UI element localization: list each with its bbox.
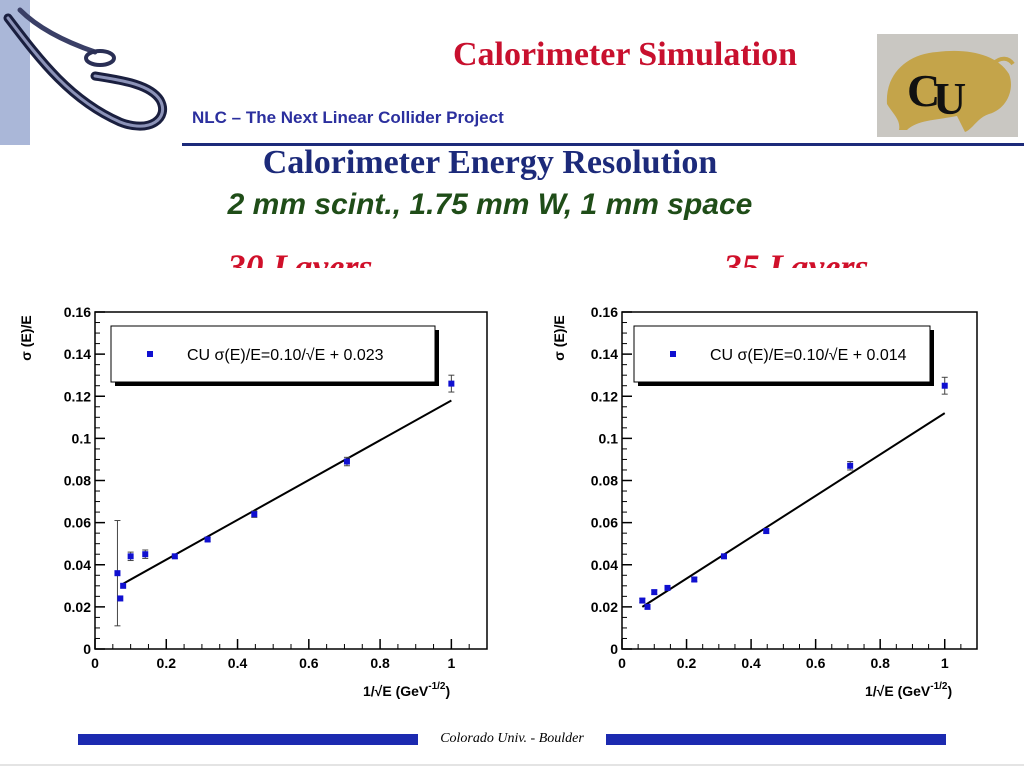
y-tick-label: 0.06 bbox=[591, 515, 618, 531]
y-tick-label: 0.12 bbox=[64, 388, 91, 404]
x-tick-label: 1 bbox=[447, 655, 455, 671]
y-tick-label: 0.1 bbox=[72, 430, 92, 446]
y-tick-label: 0.08 bbox=[591, 473, 618, 489]
chart-svg: 0 0.02 0.04 0.06 0.08 0.1 0.12 0.14 0.16 0 0.2 0.4 0… bbox=[551, 304, 978, 699]
plot-panel-30-layers: 0 0.02 0.04 0.06 0.08 0.1 0.12 0.14 0.16 0 0.2 0.4 0… bbox=[3, 268, 535, 724]
header-rule bbox=[182, 143, 1024, 146]
main-subtitle: 2 mm scint., 1.75 mm W, 1 mm space bbox=[227, 188, 753, 221]
data-point bbox=[639, 597, 646, 604]
y-tick-label: 0.12 bbox=[591, 388, 618, 404]
data-point bbox=[171, 553, 178, 560]
y-tick-label: 0.04 bbox=[591, 557, 618, 573]
data-point bbox=[251, 511, 258, 518]
x-tick-label: 0.8 bbox=[370, 655, 390, 671]
data-point bbox=[114, 570, 121, 577]
chart-svg: 0 0.02 0.04 0.06 0.08 0.1 0.12 0.14 0.16 0 0.2 0.4 0… bbox=[18, 304, 488, 699]
legend-label: CU σ(E)/E=0.10/√E + 0.023 bbox=[187, 347, 384, 364]
y-axis-label: σ (E)/E bbox=[551, 315, 567, 360]
data-point bbox=[448, 380, 455, 387]
svg-text:C: C bbox=[907, 65, 940, 116]
data-point bbox=[847, 462, 854, 469]
y-tick-label: 0.1 bbox=[599, 430, 619, 446]
y-tick-label: 0.08 bbox=[64, 473, 91, 489]
x-tick-label: 0.6 bbox=[299, 655, 319, 671]
data-point bbox=[127, 553, 134, 560]
fit-line bbox=[122, 399, 452, 585]
x-tick-label: 0.4 bbox=[741, 655, 761, 671]
svg-text:U: U bbox=[933, 73, 966, 124]
data-point bbox=[120, 582, 127, 589]
data-point bbox=[117, 595, 124, 602]
bottom-line bbox=[0, 764, 1024, 766]
x-tick-label: 0 bbox=[618, 655, 626, 671]
x-axis-label: 1/√E (GeV-1/2) bbox=[865, 681, 952, 699]
x-tick-label: 0.6 bbox=[806, 655, 826, 671]
data-point bbox=[142, 551, 149, 558]
project-name: NLC – The Next Linear Collider Project bbox=[192, 108, 504, 127]
cu-buffalo-icon: C U bbox=[877, 34, 1018, 137]
y-axis-label: σ (E)/E bbox=[18, 315, 34, 360]
data-point bbox=[644, 603, 651, 610]
x-tick-label: 0.2 bbox=[677, 655, 697, 671]
legend-marker bbox=[147, 351, 153, 357]
y-tick-label: 0.02 bbox=[591, 599, 618, 615]
slide-header-title: Calorimeter Simulation bbox=[452, 36, 798, 73]
legend-marker bbox=[670, 351, 676, 357]
y-tick-label: 0.14 bbox=[591, 346, 618, 362]
fit-line bbox=[641, 412, 946, 608]
data-point bbox=[343, 458, 350, 465]
data-point bbox=[204, 536, 211, 543]
data-point bbox=[941, 382, 948, 389]
x-tick-label: 0.8 bbox=[870, 655, 890, 671]
legend-label: CU σ(E)/E=0.10/√E + 0.014 bbox=[710, 347, 907, 364]
x-axis-label: 1/√E (GeV-1/2) bbox=[363, 681, 450, 699]
y-tick-label: 0.04 bbox=[64, 557, 91, 573]
footer-bar-left bbox=[78, 734, 418, 745]
x-tick-label: 0 bbox=[91, 655, 99, 671]
footer-bar-right bbox=[606, 734, 946, 745]
nlc-logo bbox=[0, 0, 180, 145]
data-point bbox=[763, 528, 770, 535]
data-point bbox=[720, 553, 727, 560]
y-tick-label: 0.14 bbox=[64, 346, 91, 362]
data-point bbox=[651, 589, 658, 596]
y-tick-label: 0 bbox=[83, 641, 91, 657]
x-tick-label: 0.4 bbox=[228, 655, 248, 671]
y-tick-label: 0.16 bbox=[591, 304, 618, 320]
data-point bbox=[691, 576, 698, 583]
nlc-swoosh-icon bbox=[3, 7, 167, 131]
y-tick-label: 0.06 bbox=[64, 515, 91, 531]
plot-panel-35-layers: 0 0.02 0.04 0.06 0.08 0.1 0.12 0.14 0.16 0 0.2 0.4 0… bbox=[540, 268, 1024, 724]
legend-box bbox=[110, 325, 436, 383]
x-tick-label: 0.2 bbox=[157, 655, 177, 671]
y-tick-label: 0.16 bbox=[64, 304, 91, 320]
data-point bbox=[664, 584, 671, 591]
y-tick-label: 0 bbox=[610, 641, 618, 657]
cu-logo: C U bbox=[877, 34, 1018, 137]
footer-text: Colorado Univ. - Boulder bbox=[440, 731, 584, 746]
legend-box bbox=[633, 325, 931, 383]
x-tick-label: 1 bbox=[941, 655, 949, 671]
y-tick-label: 0.02 bbox=[64, 599, 91, 615]
main-title: Calorimeter Energy Resolution bbox=[262, 144, 718, 181]
